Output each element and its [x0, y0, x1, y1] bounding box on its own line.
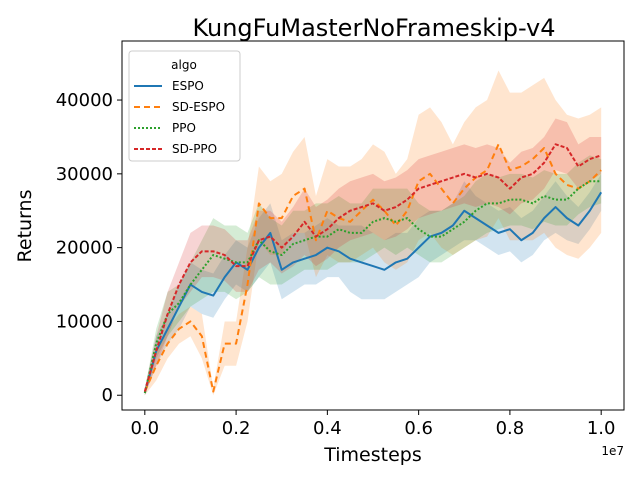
y-tick-label: 0 — [102, 385, 113, 406]
legend-label-sd-ppo: SD-PPO — [172, 142, 217, 156]
x-axis-offset-label: 1e7 — [601, 444, 624, 458]
y-tick-label: 10000 — [56, 311, 113, 332]
confidence-bands — [144, 70, 602, 396]
sd-ppo-confidence-band — [144, 118, 602, 396]
legend-label-ppo: PPO — [172, 121, 196, 135]
legend-title: algo — [171, 58, 197, 72]
espo-confidence-band — [144, 173, 602, 396]
sd-ppo-line — [143, 143, 602, 392]
plot-frame — [121, 40, 625, 411]
ppo-line — [143, 180, 602, 394]
y-axis-label: Returns — [14, 190, 36, 263]
ppo-confidence-band — [144, 155, 602, 396]
sd-espo-line — [143, 143, 602, 393]
x-tick-label: 0.8 — [496, 418, 525, 439]
x-tick-label: 0.2 — [222, 418, 251, 439]
y-axis-ticks: 0 10000 20000 30000 40000 — [56, 90, 122, 406]
legend: algo ESPO SD-ESPO PPO SD-PPO — [128, 50, 241, 162]
x-tick-label: 1.0 — [587, 418, 616, 439]
sd-espo-confidence-band — [144, 70, 602, 396]
x-tick-label: 0.6 — [404, 418, 433, 439]
legend-box — [128, 50, 241, 162]
x-tick-label: 0.4 — [313, 418, 342, 439]
x-tick-label: 0.0 — [130, 418, 159, 439]
chart-title: KungFuMasterNoFrameskip-v4 — [192, 14, 555, 42]
y-tick-label: 30000 — [56, 164, 113, 185]
y-tick-label: 40000 — [56, 90, 113, 111]
legend-label-espo: ESPO — [172, 79, 204, 93]
y-tick-label: 20000 — [56, 238, 113, 259]
series-lines — [143, 143, 603, 394]
x-axis-label: Timesteps — [323, 444, 422, 466]
x-axis-ticks: 0.0 0.2 0.4 0.6 0.8 1.0 — [130, 410, 616, 439]
legend-label-sd-espo: SD-ESPO — [172, 100, 225, 114]
espo-line — [143, 191, 603, 394]
